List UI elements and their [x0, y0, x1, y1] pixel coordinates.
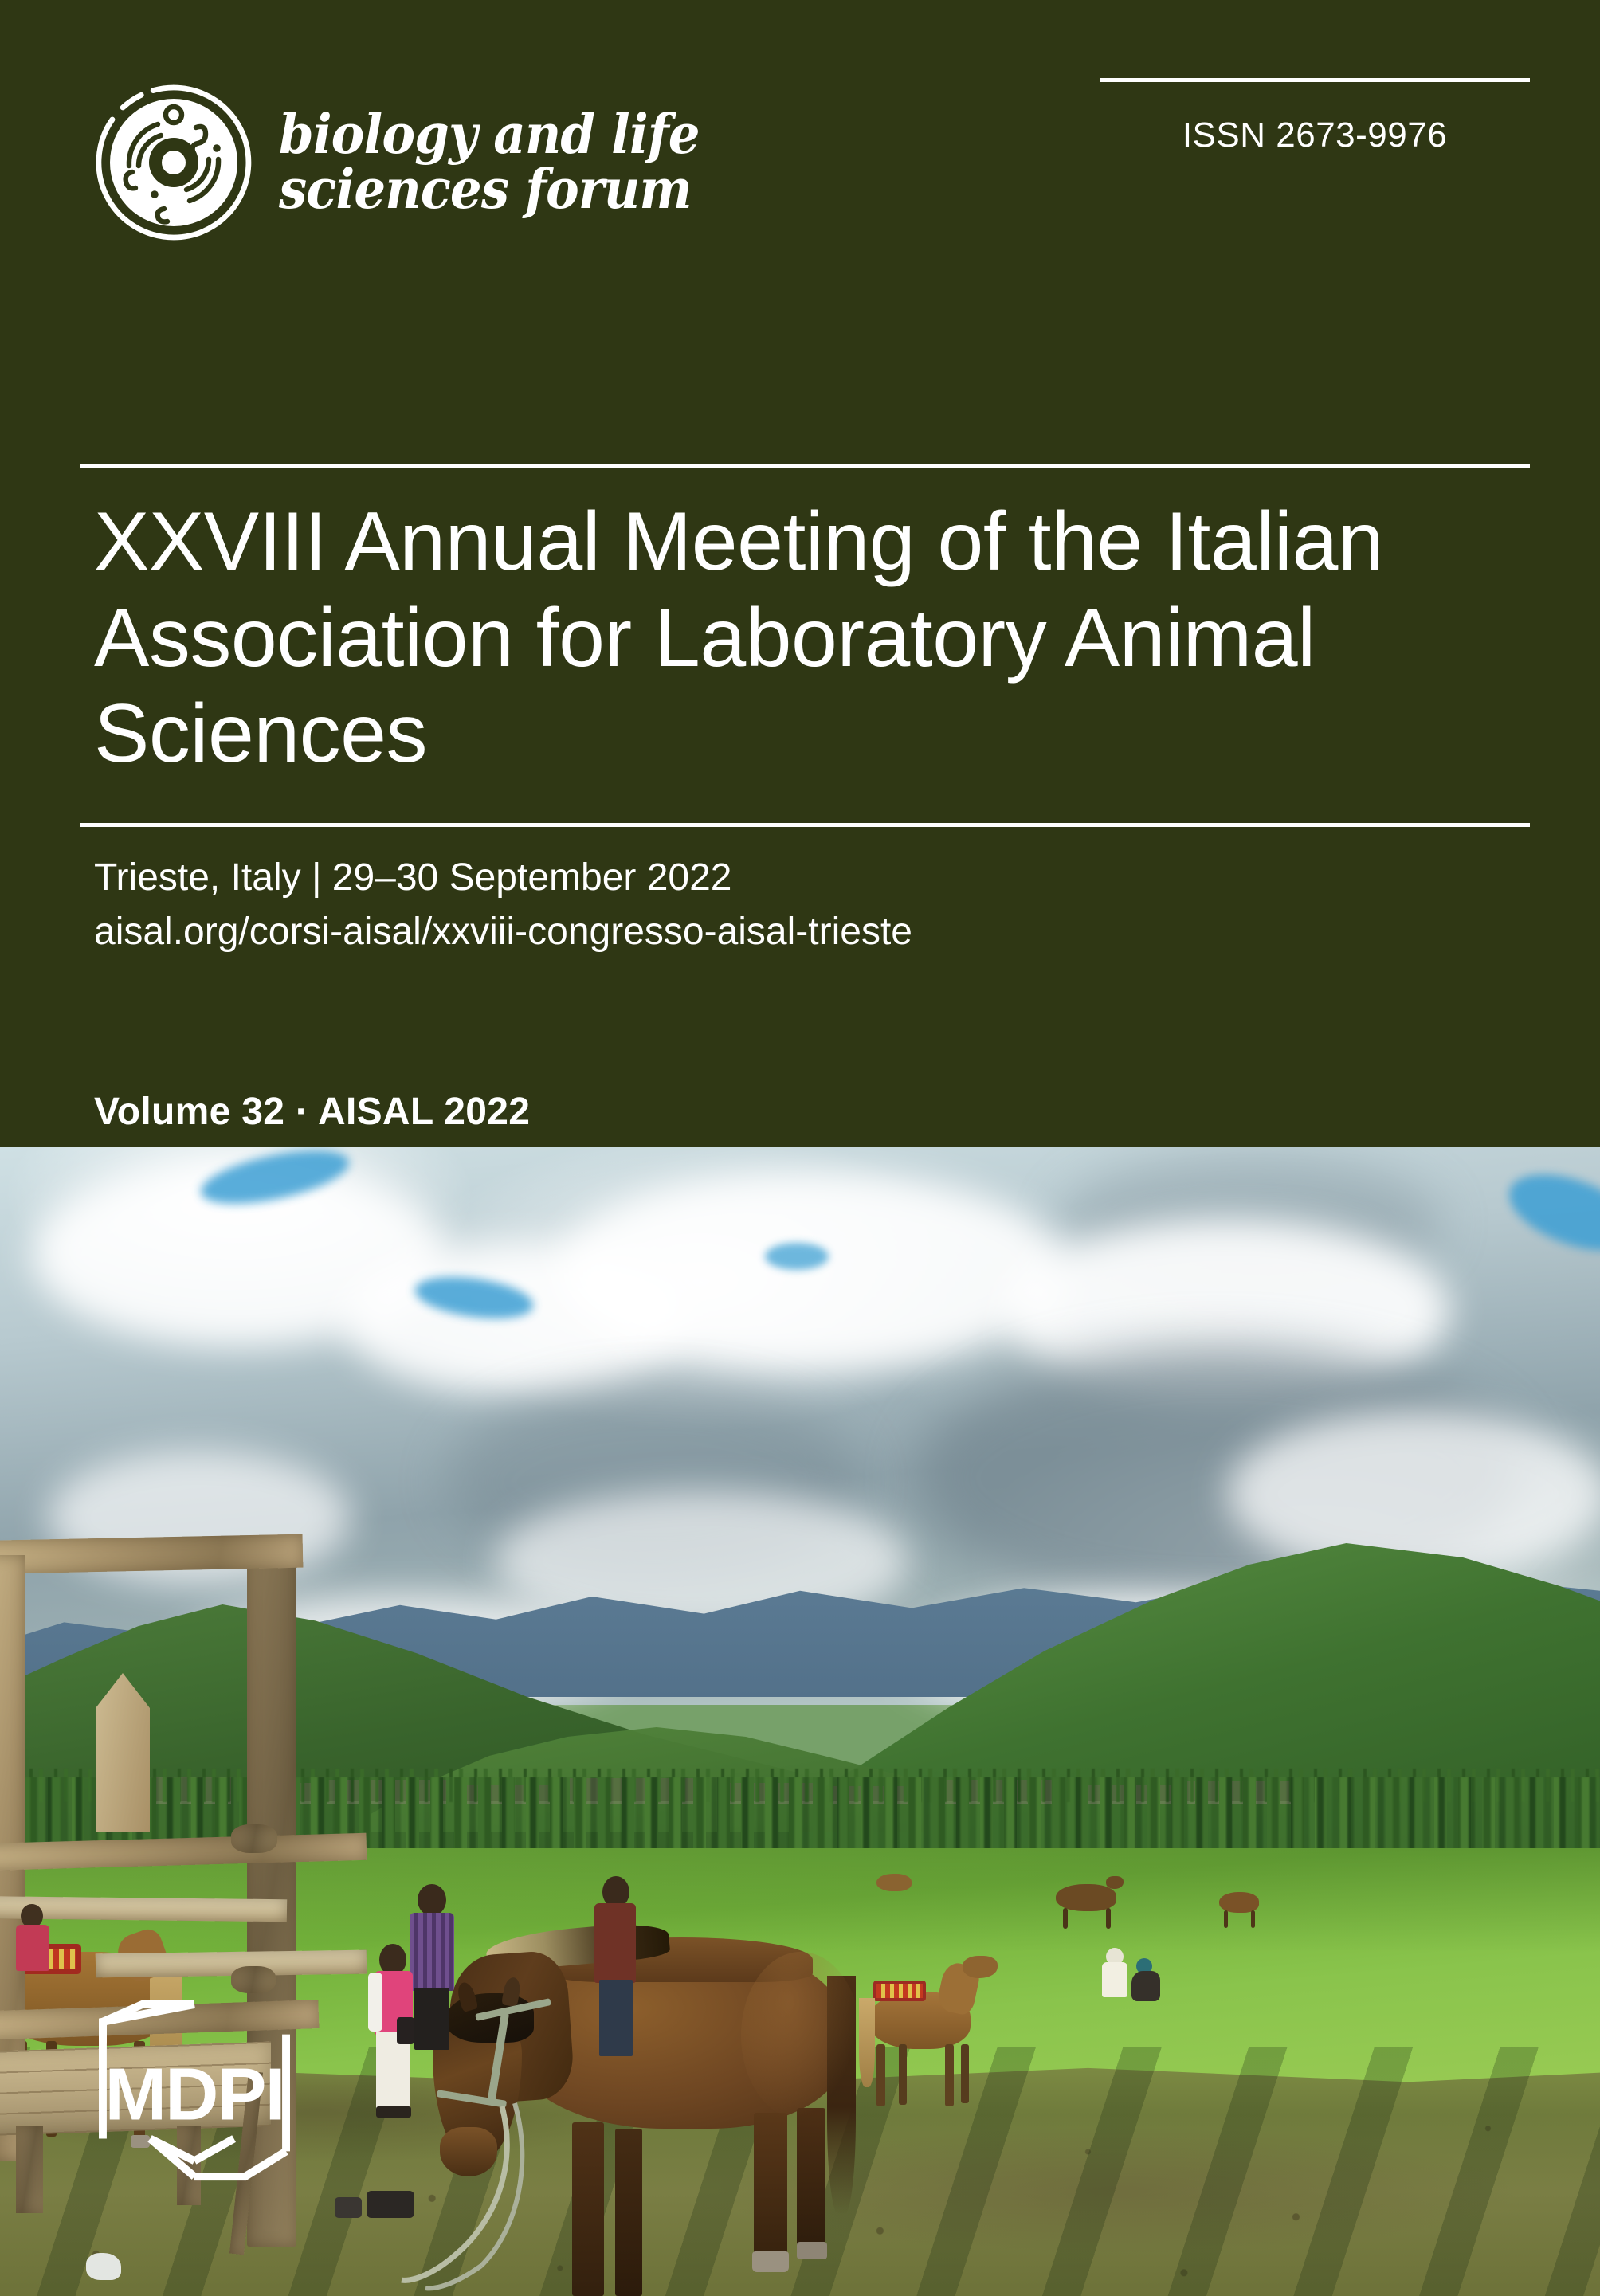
journal-masthead: biology and life sciences forum [94, 83, 736, 242]
corral-joint [231, 1824, 277, 1853]
saddle-pattern [876, 1984, 923, 1998]
ground-object [335, 2197, 362, 2218]
distant-horse [1056, 1884, 1116, 1911]
cover-title: XXVIII Annual Meeting of the Italian Ass… [94, 496, 1384, 781]
horse-hoof [752, 2251, 789, 2272]
mdpi-wordmark: MDPI [104, 2053, 284, 2136]
journal-title: biology and life sciences forum [279, 102, 700, 221]
horse-muzzle [440, 2127, 497, 2176]
ground-litter [86, 2253, 121, 2280]
carved-finial [96, 1673, 150, 1832]
seated-person [1131, 1958, 1163, 2001]
volume-label: Volume 32 · AISAL 2022 [94, 1091, 531, 1133]
handbag [397, 2017, 414, 2044]
ground-object [367, 2191, 414, 2218]
corral-top-beam [0, 1534, 304, 1575]
cloud-shape [558, 1171, 1068, 1370]
cloud-shape [1227, 1410, 1600, 1577]
wooden-corral [0, 1147, 510, 2296]
standing-person [368, 1944, 421, 2119]
standing-person [591, 1876, 641, 2059]
horse-hoof [131, 2135, 150, 2148]
seated-person [1100, 1948, 1131, 1997]
corral-rail [0, 1832, 367, 1872]
issn-rule [1100, 78, 1530, 82]
cover-photo: MDPI [0, 1147, 1600, 2296]
reins [401, 2102, 525, 2291]
platform-leg [16, 2126, 43, 2213]
distant-horse-head [1106, 1876, 1124, 1889]
venue-block: Trieste, Italy | 29–30 September 2022 ai… [94, 851, 912, 959]
issn-block: ISSN 2673-9976 [1100, 78, 1530, 155]
title-rule [80, 464, 1530, 468]
person-arm [368, 1973, 382, 2032]
mdpi-hexagon-icon[interactable]: MDPI [94, 2000, 295, 2189]
standing-person [14, 1904, 54, 1976]
distant-horse [876, 1874, 912, 1891]
person-shoes [376, 2106, 411, 2118]
distant-horse [1219, 1892, 1259, 1913]
cover-header-band: biology and life sciences forum ISSN 267… [0, 0, 1600, 1147]
blue-sky-patch [765, 1243, 829, 1270]
issn-label: ISSN 2673-9976 [1182, 116, 1448, 155]
venue-date: Trieste, Italy | 29–30 September 2022 [94, 856, 732, 899]
venue-rule [80, 823, 1530, 827]
standing-person [405, 1884, 461, 2051]
conference-url[interactable]: aisal.org/corsi-aisal/xxviii-congresso-a… [94, 911, 912, 954]
cell-organelle-icon [94, 83, 253, 242]
horse-hoof [797, 2242, 827, 2259]
corral-joint [231, 1966, 276, 1993]
